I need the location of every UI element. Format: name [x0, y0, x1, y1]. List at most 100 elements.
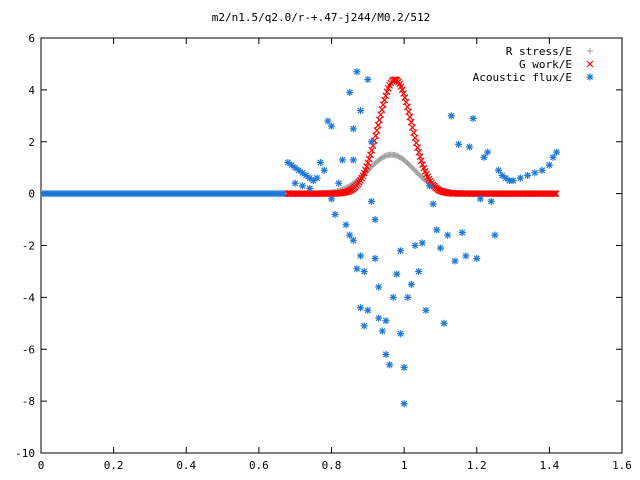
acoustic-flux-point: [357, 304, 365, 312]
marker-stroke: [288, 162, 295, 169]
marker-stroke: [381, 96, 388, 104]
r-stress-point: [412, 167, 419, 174]
marker-stroke: [328, 195, 335, 202]
acoustic-flux-point: [346, 88, 354, 96]
marker-stroke: [386, 361, 393, 368]
r-stress-point: [414, 170, 421, 177]
marker-stroke: [303, 172, 310, 179]
acoustic-flux-point: [309, 177, 317, 185]
acoustic-flux-point: [531, 169, 539, 177]
acoustic-flux-point: [346, 231, 354, 239]
acoustic-flux-point: [295, 166, 303, 174]
acoustic-flux-point: [306, 184, 314, 192]
g-work-point: [365, 155, 373, 163]
marker-stroke: [411, 134, 419, 142]
marker-stroke: [299, 182, 306, 189]
y-tick-label: 2: [28, 136, 35, 149]
g-work-point: [363, 163, 371, 171]
acoustic-flux-point: [487, 197, 495, 205]
acoustic-flux-point: [524, 171, 532, 179]
r-stress-point: [394, 152, 401, 159]
marker-stroke: [321, 167, 328, 174]
acoustic-flux-point: [342, 221, 350, 229]
x-tick-label: 0.4: [176, 459, 196, 472]
marker-stroke: [346, 232, 353, 239]
marker-stroke: [437, 245, 444, 252]
marker-stroke: [424, 173, 432, 181]
marker-stroke: [422, 307, 429, 314]
g-work-point: [403, 103, 411, 111]
acoustic-flux-point: [382, 350, 390, 358]
marker-stroke: [517, 175, 524, 182]
marker-stroke: [549, 154, 557, 161]
marker-stroke: [419, 161, 427, 168]
marker-stroke: [368, 138, 375, 145]
marker-stroke: [357, 107, 364, 114]
x-tick-label: 1.4: [539, 459, 559, 472]
acoustic-flux-point: [502, 174, 510, 182]
marker-stroke: [365, 155, 373, 163]
acoustic-flux-point: [328, 122, 335, 130]
marker-stroke: [295, 167, 302, 174]
acoustic-flux-point: [291, 164, 299, 172]
marker-stroke: [439, 188, 447, 196]
marker-stroke: [353, 265, 360, 272]
acoustic-flux-point: [367, 138, 375, 146]
marker-stroke: [357, 304, 364, 311]
y-tick-label: -10: [15, 447, 35, 460]
marker-stroke: [397, 330, 404, 337]
g-work-point: [551, 190, 559, 198]
marker-stroke: [419, 239, 426, 246]
acoustic-flux-point: [404, 293, 412, 301]
marker-stroke: [480, 154, 488, 161]
acoustic-flux-point: [476, 195, 484, 203]
acoustic-flux-point: [353, 68, 361, 76]
marker-stroke: [372, 216, 379, 223]
marker-stroke: [405, 108, 413, 116]
marker-stroke: [372, 132, 380, 140]
marker-stroke: [421, 167, 429, 175]
acoustic-flux-point: [371, 254, 379, 262]
r-stress-point: [413, 168, 420, 175]
acoustic-flux-point: [495, 166, 503, 174]
marker-stroke: [546, 162, 553, 169]
acoustic-flux-point: [407, 280, 415, 288]
marker-stroke: [488, 198, 495, 205]
acoustic-flux-point: [360, 267, 368, 275]
marker-stroke: [470, 115, 477, 122]
marker-stroke: [416, 153, 424, 161]
acoustic-flux-point: [328, 195, 335, 203]
marker-stroke: [373, 127, 381, 134]
marker-stroke: [299, 169, 306, 176]
marker-stroke: [324, 117, 331, 125]
g-work-point: [372, 132, 380, 140]
marker-stroke: [382, 351, 390, 358]
acoustic-flux-point: [516, 174, 524, 182]
acoustic-flux-point: [375, 283, 383, 291]
marker-stroke: [466, 143, 473, 150]
acoustic-flux-point: [400, 363, 408, 371]
acoustic-flux-point: [349, 156, 357, 164]
g-work-point: [378, 106, 386, 114]
acoustic-flux-point: [455, 140, 463, 148]
marker-stroke: [553, 149, 560, 156]
marker-stroke: [551, 190, 559, 198]
g-work-point: [415, 148, 423, 156]
marker-stroke: [448, 112, 455, 119]
g-work-point: [417, 157, 425, 165]
acoustic-flux-point: [349, 236, 357, 244]
acoustic-flux-point: [291, 179, 299, 187]
g-work-point: [381, 96, 388, 104]
g-work-point: [374, 121, 382, 129]
g-work-point: [550, 190, 557, 198]
marker-stroke: [484, 149, 491, 156]
marker-stroke: [377, 111, 385, 119]
acoustic-flux-point: [298, 182, 306, 190]
g-work-point: [405, 108, 413, 116]
marker-stroke: [306, 175, 313, 182]
marker-stroke: [459, 229, 466, 236]
g-work-point: [552, 190, 560, 198]
g-work-point: [402, 98, 410, 106]
marker-stroke: [586, 73, 594, 81]
legend-marker: [587, 48, 593, 54]
